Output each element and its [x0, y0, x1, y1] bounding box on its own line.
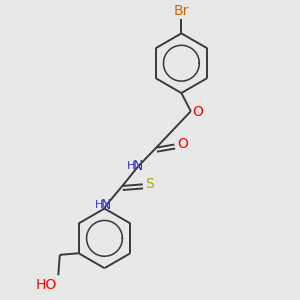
Text: O: O	[177, 137, 188, 152]
Text: N: N	[133, 159, 143, 173]
Text: O: O	[192, 105, 203, 119]
Text: Br: Br	[174, 4, 189, 18]
Text: S: S	[145, 177, 154, 191]
Text: N: N	[101, 198, 111, 212]
Text: H: H	[95, 200, 103, 210]
Text: H: H	[127, 161, 136, 171]
Text: HO: HO	[35, 278, 57, 292]
